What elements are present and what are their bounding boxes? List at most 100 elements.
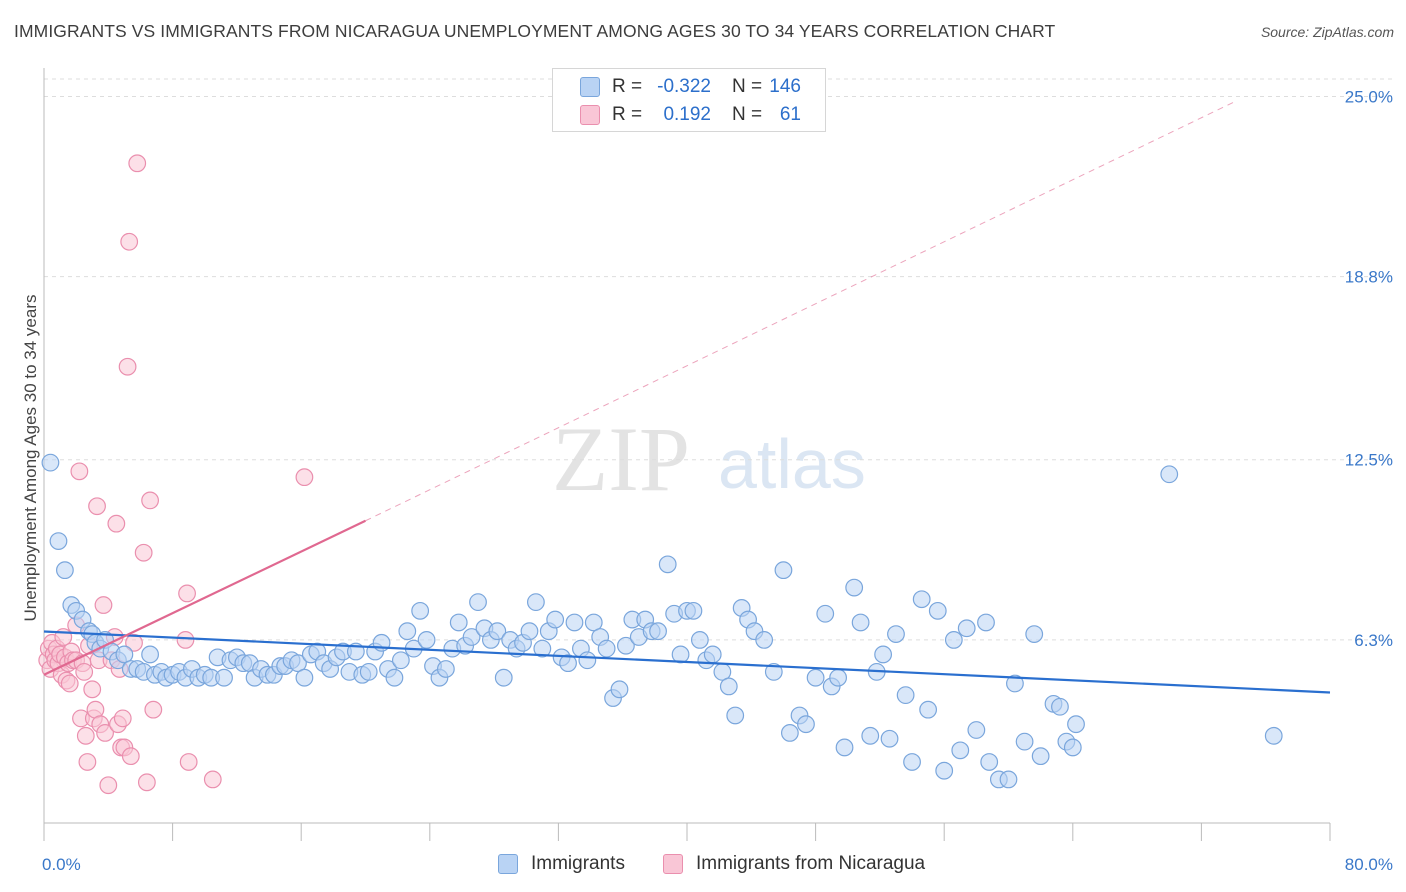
immigrants-point xyxy=(887,625,905,643)
y-tick-label: 25.0% xyxy=(1345,87,1393,106)
immigrants-point xyxy=(610,680,629,699)
immigrants-point xyxy=(488,622,507,641)
nicaragua-points xyxy=(38,154,314,795)
immigrants-point xyxy=(703,645,722,664)
immigrants-point xyxy=(944,631,963,649)
immigrants-point xyxy=(829,668,848,687)
immigrants-point xyxy=(896,686,915,705)
immigrants-point xyxy=(398,622,417,641)
n-value: 146 xyxy=(769,76,801,97)
nicaragua-trend-extension xyxy=(365,101,1234,522)
immigrants-point xyxy=(115,645,134,664)
r-value: -0.322 xyxy=(657,76,711,97)
n-label: N = xyxy=(732,76,763,97)
immigrants-point xyxy=(449,613,468,632)
immigrants-point xyxy=(797,715,815,734)
immigrants-point xyxy=(845,578,864,597)
immigrants-point xyxy=(359,662,378,681)
immigrants-point xyxy=(967,721,986,739)
immigrants-point xyxy=(462,628,481,646)
immigrants-point xyxy=(935,761,954,780)
immigrants-point xyxy=(1031,747,1050,766)
immigrants-point xyxy=(684,601,703,620)
y-tick-label: 18.8% xyxy=(1345,268,1393,287)
series-legend: Immigrants Immigrants from Nicaragua xyxy=(0,852,1406,878)
nicaragua-point xyxy=(125,633,143,652)
immigrants-point xyxy=(816,604,835,623)
legend-label: Immigrants xyxy=(531,853,625,874)
immigrants-point xyxy=(861,726,880,745)
immigrants-point xyxy=(671,645,690,664)
nicaragua-point xyxy=(94,596,113,614)
immigrants-point xyxy=(835,738,854,757)
immigrants-point xyxy=(1025,625,1044,643)
immigrants-point xyxy=(1067,715,1085,734)
immigrants-point xyxy=(533,639,552,658)
immigrants-point xyxy=(726,706,745,725)
immigrants-point xyxy=(617,636,635,655)
nicaragua-point xyxy=(128,154,147,173)
immigrants-point xyxy=(289,654,307,673)
immigrants-point xyxy=(520,622,539,641)
n-label: N = xyxy=(732,104,763,125)
immigrants-point xyxy=(957,619,976,638)
nicaragua-point xyxy=(144,700,163,719)
nicaragua-point xyxy=(60,674,79,693)
nicaragua-point xyxy=(141,491,159,510)
nicaragua-point xyxy=(179,753,198,771)
nicaragua-point xyxy=(78,753,97,771)
immigrants-point xyxy=(411,601,430,620)
immigrants-swatch xyxy=(498,854,518,874)
nicaragua-swatch xyxy=(580,105,600,125)
source-credit: Source: ZipAtlas.com xyxy=(1260,24,1394,40)
immigrants-point xyxy=(999,770,1018,789)
immigrants-point xyxy=(1160,465,1179,484)
immigrants-point xyxy=(649,622,667,641)
immigrants-point xyxy=(806,668,825,687)
immigrants-point xyxy=(417,631,436,649)
immigrants-point xyxy=(719,677,738,696)
immigrants-point xyxy=(49,532,68,550)
immigrants-point xyxy=(546,610,565,629)
nicaragua-point xyxy=(134,543,153,562)
nicaragua-point xyxy=(121,747,140,766)
immigrants-trend-line xyxy=(43,630,1331,694)
immigrants-point xyxy=(764,662,783,681)
immigrants-point xyxy=(391,651,410,670)
immigrants-point xyxy=(658,555,677,574)
immigrants-point xyxy=(977,613,995,632)
nicaragua-point xyxy=(75,662,94,681)
nicaragua-point xyxy=(70,462,89,481)
immigrants-point xyxy=(851,613,870,632)
r-label: R = xyxy=(612,104,643,125)
axes xyxy=(43,68,1331,841)
immigrants-point xyxy=(690,631,709,649)
nicaragua-point xyxy=(176,631,195,649)
nicaragua-point xyxy=(107,514,126,533)
immigrants-swatch xyxy=(580,77,600,97)
immigrants-point xyxy=(295,668,314,687)
immigrants-point xyxy=(578,651,597,670)
trend-lines xyxy=(43,101,1331,694)
immigrants-point xyxy=(597,639,616,658)
immigrants-point xyxy=(903,753,921,771)
immigrants-point xyxy=(928,601,947,620)
immigrants-point xyxy=(1051,697,1069,716)
immigrants-point xyxy=(780,724,799,742)
immigrants-point xyxy=(565,613,584,632)
immigrants-point xyxy=(1264,726,1283,745)
nicaragua-point xyxy=(203,770,222,789)
immigrants-point xyxy=(526,593,545,612)
immigrants-point xyxy=(755,631,774,649)
immigrants-point xyxy=(1063,738,1082,757)
immigrants-point xyxy=(41,453,60,472)
immigrants-point xyxy=(436,660,455,678)
immigrants-point xyxy=(469,593,487,612)
immigrants-point xyxy=(951,741,970,760)
immigrants-point xyxy=(1006,674,1024,693)
nicaragua-point xyxy=(118,357,137,376)
immigrants-point xyxy=(141,645,159,664)
r-value: 0.192 xyxy=(663,104,711,125)
legend-label: Immigrants from Nicaragua xyxy=(696,853,926,874)
watermark-zip: ZIP xyxy=(552,408,690,510)
